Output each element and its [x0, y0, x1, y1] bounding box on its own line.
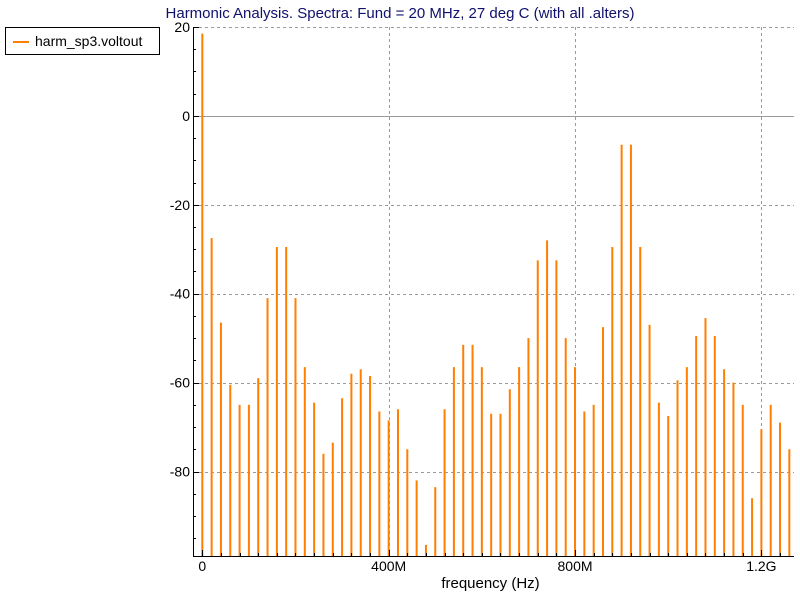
x-tick-label: 0: [198, 558, 206, 574]
legend: harm_sp3.voltout: [5, 27, 160, 55]
y-tick-label: 0: [182, 108, 190, 124]
x-tick-label: 800M: [558, 558, 593, 574]
plot-background: [193, 27, 794, 556]
y-tick-label: -40: [170, 286, 190, 302]
legend-entry-label: harm_sp3.voltout: [35, 33, 143, 49]
y-tick-label: 20: [174, 19, 190, 35]
y-tick-label: -80: [170, 464, 190, 480]
y-tick-label: -60: [170, 375, 190, 391]
x-tick-label: 400M: [371, 558, 406, 574]
x-axis-label: frequency (Hz): [441, 575, 539, 592]
y-tick-label: -20: [170, 197, 190, 213]
x-tick-label: 1.2G: [746, 558, 776, 574]
chart-title: Harmonic Analysis. Spectra: Fund = 20 MH…: [165, 5, 635, 22]
legend-swatch-icon: [13, 41, 29, 43]
